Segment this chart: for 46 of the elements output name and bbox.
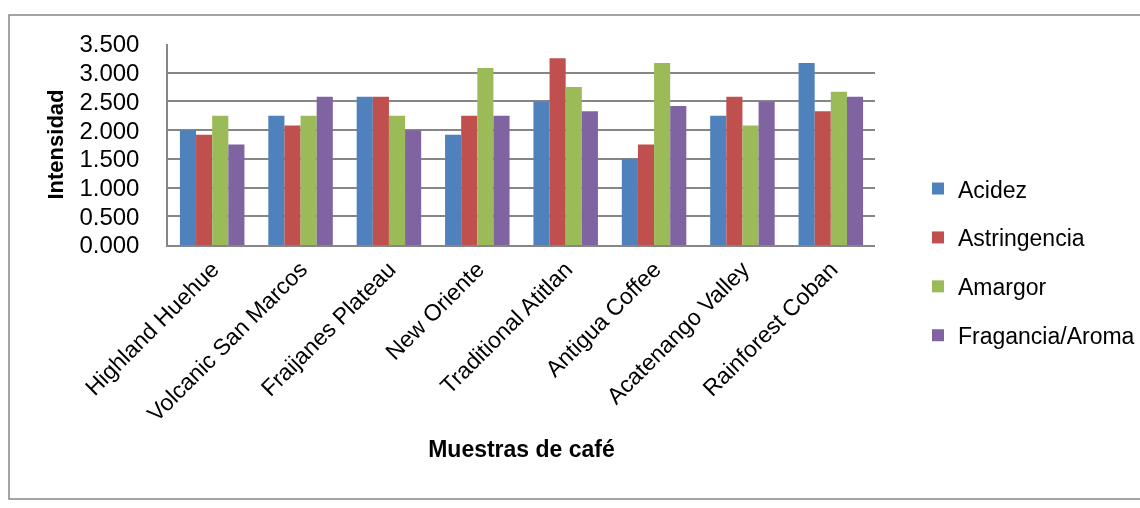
bar (565, 87, 582, 245)
bar (300, 115, 317, 245)
y-tick-label: 0.000 (79, 231, 140, 259)
y-tick-label: 3.000 (79, 59, 140, 87)
legend-label: Astringencia (958, 225, 1085, 252)
bar (212, 115, 229, 245)
y-tick-label: 0.500 (79, 202, 140, 230)
bar (477, 68, 494, 245)
bar (581, 111, 598, 245)
y-tick-label: 1.500 (79, 145, 140, 173)
bar (388, 115, 406, 245)
bar (814, 111, 831, 245)
y-axis-title: Intensidad (42, 89, 68, 200)
bar (316, 96, 333, 245)
y-tick-label: 2.000 (79, 116, 140, 144)
y-tick-label: 3.500 (79, 30, 140, 58)
y-tick-label: 1.000 (79, 173, 140, 201)
bar (228, 144, 245, 245)
bar (758, 101, 775, 245)
bar (637, 144, 655, 245)
legend-label: Acidez (958, 176, 1028, 203)
bar (196, 134, 213, 245)
bar (372, 96, 389, 245)
x-axis-title: Muestras de café (428, 436, 615, 463)
bar (179, 130, 197, 245)
bar (493, 115, 510, 245)
bar (461, 115, 478, 245)
bar (356, 96, 373, 245)
bar (846, 96, 864, 245)
bar (549, 58, 566, 245)
bar (405, 130, 422, 245)
bar (621, 158, 638, 245)
y-tick-label: 2.500 (79, 87, 140, 115)
bar (726, 96, 743, 245)
bar (654, 62, 671, 245)
bar (710, 115, 727, 245)
legend-label: Amargor (958, 274, 1047, 301)
bar (670, 106, 687, 245)
bar (268, 115, 285, 245)
bar (284, 125, 301, 245)
legend-label: Fragancia/Aroma (958, 323, 1135, 350)
bar (798, 62, 815, 245)
bar (830, 91, 847, 245)
bar (742, 125, 759, 245)
bar (445, 134, 462, 245)
bar (533, 101, 550, 245)
